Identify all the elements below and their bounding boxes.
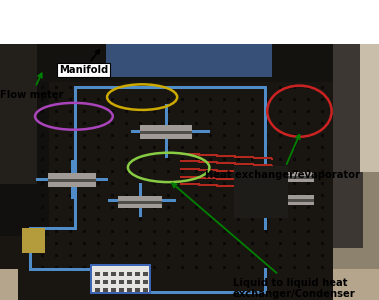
Text: Manifold: Manifold [59,50,108,75]
Text: Liquid to liquid heat
exchanger/Condenser: Liquid to liquid heat exchanger/Condense… [172,183,356,299]
Text: Heat exchanger/evaporator: Heat exchanger/evaporator [205,135,360,179]
Text: Flow meter: Flow meter [0,74,64,100]
